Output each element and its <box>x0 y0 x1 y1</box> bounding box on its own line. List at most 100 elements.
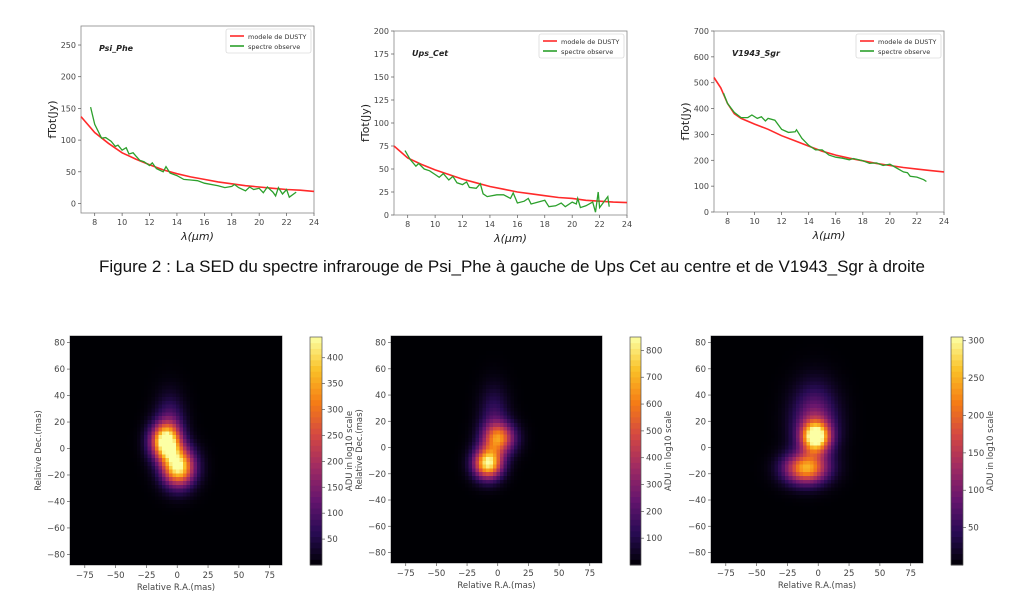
colorbar-segment <box>630 485 641 492</box>
y-tick-label: 40 <box>695 391 706 401</box>
y-tick-label: 300 <box>694 130 709 139</box>
colorbar-segment <box>310 354 322 361</box>
colorbar-segment <box>630 428 641 435</box>
colorbar-segment <box>310 348 322 355</box>
y-tick-label: 200 <box>694 156 709 165</box>
colorbar-segment <box>310 542 322 549</box>
y-axis-label: Relative Dec.(mas) <box>34 410 44 491</box>
x-tick-label: 22 <box>594 220 604 229</box>
colorbar-segment <box>310 371 322 378</box>
y-tick-label: 20 <box>375 417 386 427</box>
y-tick-label: 80 <box>375 339 386 349</box>
legend-box <box>855 33 942 59</box>
colorbar-segment <box>630 530 641 537</box>
x-tick-label: −75 <box>76 571 94 581</box>
y-tick-label: 60 <box>695 365 706 375</box>
colorbar-frame <box>950 336 964 566</box>
y-tick-label: 250 <box>61 41 76 50</box>
colorbar-tick-label: 600 <box>646 400 662 410</box>
y-tick-label: 175 <box>374 50 389 59</box>
colorbar-segment <box>310 451 322 458</box>
colorbar-segment <box>310 433 322 441</box>
y-tick-label: 0 <box>60 445 65 455</box>
colorbar-tick-label: 350 <box>327 380 343 390</box>
x-tick-label: 14 <box>485 220 495 229</box>
colorbar-segment <box>310 513 322 520</box>
colorbar-segment <box>630 473 641 480</box>
y-tick-label: 80 <box>695 339 706 349</box>
colorbar-segment <box>310 536 322 543</box>
colorbar-tick-label: 500 <box>646 427 662 437</box>
x-tick-label: 22 <box>281 218 291 227</box>
legend-box <box>538 33 625 59</box>
colorbar-tick-label: 200 <box>646 507 662 517</box>
colorbar-segment <box>310 394 322 401</box>
x-tick-label: 20 <box>567 220 577 229</box>
colorbar-segment <box>951 451 963 458</box>
colorbar-segment <box>630 479 641 486</box>
colorbar-segment <box>630 547 641 555</box>
colorbar-tick-label: 200 <box>327 457 343 467</box>
y-tick-label: 0 <box>704 208 709 217</box>
colorbar-segment <box>630 348 641 355</box>
colorbar-segment <box>951 399 963 406</box>
colorbar-segment <box>630 388 641 395</box>
colorbar-segment <box>630 354 641 361</box>
x-tick-label: −75 <box>717 569 735 579</box>
colorbar-segment <box>310 462 322 469</box>
x-tick-label: 24 <box>939 217 949 226</box>
y-tick-label: 50 <box>379 165 389 174</box>
legend-label: modele de DUSTY <box>561 38 619 46</box>
y-tick-label: 100 <box>61 136 76 145</box>
colorbar-segment <box>310 508 322 515</box>
chart-title: V1943_Sgr <box>732 49 781 58</box>
colorbar-segment <box>630 439 641 446</box>
y-tick-label: 400 <box>694 105 709 114</box>
x-tick-label: 25 <box>523 569 534 579</box>
colorbar-segment <box>951 428 963 435</box>
x-tick-label: 24 <box>309 218 319 227</box>
colorbar-segment <box>310 337 322 344</box>
colorbar-segment <box>630 433 641 441</box>
x-tick-label: 8 <box>725 217 730 226</box>
y-tick-label: −80 <box>368 549 386 559</box>
colorbar-segment <box>951 559 963 566</box>
colorbar-tick-label: 700 <box>646 373 662 383</box>
y-tick-label: 80 <box>54 339 65 349</box>
plot-area <box>713 30 945 213</box>
x-tick-label: 16 <box>199 218 209 227</box>
x-tick-label: 12 <box>144 218 154 227</box>
y-axis-label: fTot(Jy) <box>359 104 372 142</box>
x-tick-label: 14 <box>804 217 814 226</box>
colorbar-tick-label: 300 <box>646 481 662 491</box>
colorbar-segment <box>310 485 322 492</box>
colorbar-segment <box>951 519 963 526</box>
x-tick-label: −75 <box>397 569 415 579</box>
colorbar-segment <box>630 445 641 452</box>
colorbar-frame <box>309 336 323 566</box>
colorbar-segment <box>310 445 322 452</box>
y-tick-label: 200 <box>61 73 76 82</box>
colorbar-segment <box>951 416 963 423</box>
colorbar-tick-label: 400 <box>327 354 343 364</box>
colorbar-segment <box>951 485 963 492</box>
x-tick-label: 18 <box>858 217 868 226</box>
colorbar-segment <box>951 433 963 441</box>
colorbar-segment <box>310 553 322 560</box>
legend-label: spectre observe <box>248 43 300 51</box>
colorbar-segment <box>630 525 641 532</box>
series-line-observed <box>722 92 927 183</box>
colorbar-segment <box>951 365 963 372</box>
colorbar-segment <box>630 462 641 469</box>
x-tick-label: 12 <box>457 220 467 229</box>
x-tick-label: 50 <box>874 569 885 579</box>
colorbar-segment <box>630 376 641 384</box>
colorbar-segment <box>951 445 963 452</box>
heatmap-image <box>70 336 282 565</box>
colorbar-tick-label: 100 <box>968 486 984 496</box>
colorbar-segment <box>310 399 322 406</box>
colorbar-segment <box>951 376 963 384</box>
y-tick-label: 20 <box>54 418 65 428</box>
y-tick-label: 200 <box>374 27 389 36</box>
colorbar-segment <box>951 348 963 355</box>
